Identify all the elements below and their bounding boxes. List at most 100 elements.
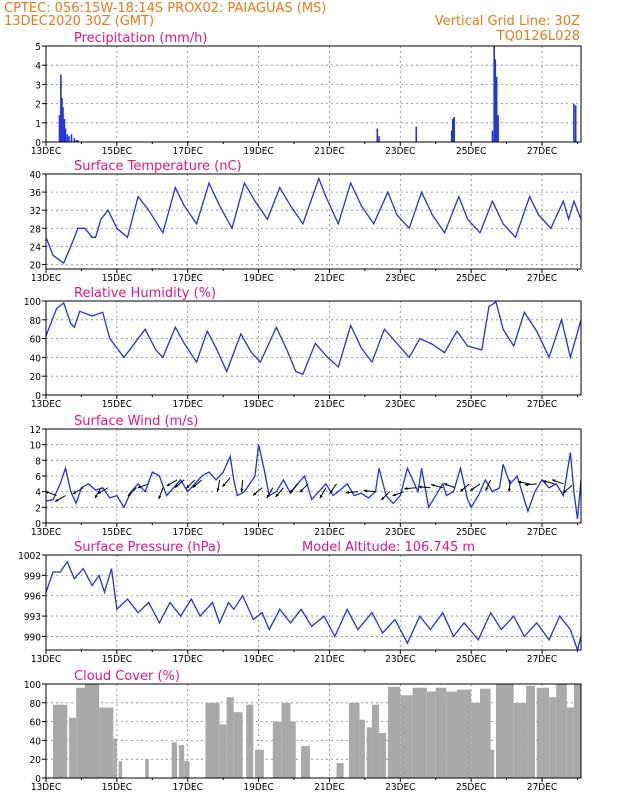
cloud-bar <box>412 687 427 778</box>
x-tick-label: 17DEC <box>173 399 203 410</box>
x-tick-label: 13DEC <box>31 527 61 538</box>
x-tick-label: 21DEC <box>314 527 344 538</box>
x-tick-label: 27DEC <box>527 399 557 410</box>
x-tick-label: 19DEC <box>243 273 273 284</box>
cloud-bar <box>366 727 372 778</box>
wind-arrowhead <box>381 496 385 501</box>
y-tick-label: 996 <box>24 592 41 603</box>
y-tick-label: 2 <box>35 503 41 514</box>
cloud-frame <box>45 683 582 779</box>
cloud-bar <box>184 761 190 778</box>
x-tick-label: 23DEC <box>385 782 415 793</box>
cloud-bar <box>495 684 514 778</box>
precip-bar <box>378 136 380 142</box>
x-tick-label: 25DEC <box>456 654 486 665</box>
cloud-bar <box>336 762 344 778</box>
wind-arrowhead <box>174 484 179 488</box>
cloud-bar <box>272 721 282 778</box>
cloud-bar <box>371 704 380 778</box>
cloud-bar <box>566 707 574 778</box>
wind-arrowhead <box>485 487 489 491</box>
cloud-bar <box>246 704 254 778</box>
x-tick-label: 27DEC <box>527 527 557 538</box>
y-tick-label: 20 <box>30 372 42 383</box>
y-tick-label: 0 <box>35 519 41 530</box>
x-tick-label: 15DEC <box>102 527 132 538</box>
cloud-bar <box>171 742 178 778</box>
x-tick-label: 17DEC <box>173 273 203 284</box>
precipitation-frame <box>45 45 582 143</box>
cloud-bar <box>526 685 535 778</box>
x-tick-label: 25DEC <box>456 527 486 538</box>
precip-bar <box>493 46 495 142</box>
cloud-bar <box>205 702 220 778</box>
wind-arrowhead <box>192 484 197 488</box>
precip-bar <box>68 136 70 142</box>
pressure-title: Surface Pressure (hPa) <box>74 540 221 555</box>
precip-bar <box>574 105 577 142</box>
cloud-bar <box>536 687 550 778</box>
wind-arrowhead <box>319 494 323 499</box>
pressure-panel: 13DEC 15DEC 17DEC 19DEC 21DEC 23DEC 25DEC 27DEC… <box>18 540 582 665</box>
precip-bar <box>376 128 379 142</box>
cloud-bar <box>513 702 527 778</box>
precip-bar <box>60 74 62 142</box>
precip-bar <box>497 115 499 142</box>
y-tick-label: 4 <box>35 61 41 72</box>
y-tick-label: 4 <box>35 488 41 499</box>
y-tick-label: 80 <box>30 699 42 710</box>
humidity-title: Relative Humidity (%) <box>74 286 216 301</box>
y-tick-label: 80 <box>30 316 42 327</box>
x-tick-label: 19DEC <box>243 654 273 665</box>
y-tick-label: 100 <box>24 680 41 691</box>
cloud-bar <box>379 732 387 778</box>
cloud-bar <box>446 691 457 778</box>
cloud-title: Cloud Cover (%) <box>74 669 180 684</box>
x-tick-label: 17DEC <box>173 654 203 665</box>
y-tick-label: 24 <box>30 242 42 253</box>
precip-bar <box>62 107 64 142</box>
x-tick-label: 19DEC <box>243 782 273 793</box>
x-tick-label: 13DEC <box>31 273 61 284</box>
cloud-bar <box>549 697 557 778</box>
cloud-bar <box>69 717 77 778</box>
x-tick-label: 21DEC <box>314 146 344 157</box>
x-tick-label: 19DEC <box>243 399 273 410</box>
x-tick-label: 27DEC <box>527 146 557 157</box>
cloud-bar <box>113 738 117 778</box>
precip-bar <box>573 103 575 142</box>
x-tick-label: 15DEC <box>102 782 132 793</box>
y-tick-label: 0 <box>35 391 41 402</box>
wind-arrowhead <box>524 483 528 487</box>
precip-bar <box>77 140 79 142</box>
wind-arrowhead <box>137 485 141 489</box>
cloud-bar <box>573 684 581 778</box>
x-tick-label: 15DEC <box>102 273 132 284</box>
y-tick-label: 5 <box>35 42 41 53</box>
header-grid-line: Vertical Grid Line: 30Z <box>435 14 580 29</box>
y-tick-label: 12 <box>30 425 41 436</box>
header-date: 13DEC2020 30Z (GMT) <box>4 14 154 29</box>
wind-arrowhead <box>289 489 293 494</box>
x-tick-label: 21DEC <box>314 654 344 665</box>
header-station: CPTEC: 056:15W-18:14S PROX02: PAIAGUAS (… <box>4 1 326 16</box>
x-tick-label: 17DEC <box>173 782 203 793</box>
cloud-bar <box>556 684 567 778</box>
y-tick-label: 60 <box>30 718 42 729</box>
cloud-bar <box>76 687 85 778</box>
precip-bar <box>453 117 455 142</box>
y-tick-label: 32 <box>30 206 41 217</box>
x-tick-label: 25DEC <box>456 146 486 157</box>
wind-panel: 13DEC 15DEC 17DEC 19DEC 21DEC 23DEC 25DEC 27DEC… <box>30 414 582 538</box>
wind-arrowhead <box>392 493 397 497</box>
cloud-bar <box>435 687 447 778</box>
y-tick-label: 2 <box>35 100 41 111</box>
model-altitude-label: Model Altitude: 106.745 m <box>302 540 475 555</box>
precipitation-title: Precipitation (mm/h) <box>74 31 207 46</box>
cloud-bar <box>490 749 495 778</box>
y-tick-label: 36 <box>30 188 42 199</box>
x-tick-label: 17DEC <box>173 527 203 538</box>
wind-arrowhead <box>240 488 244 492</box>
wind-arrowhead <box>55 498 59 502</box>
